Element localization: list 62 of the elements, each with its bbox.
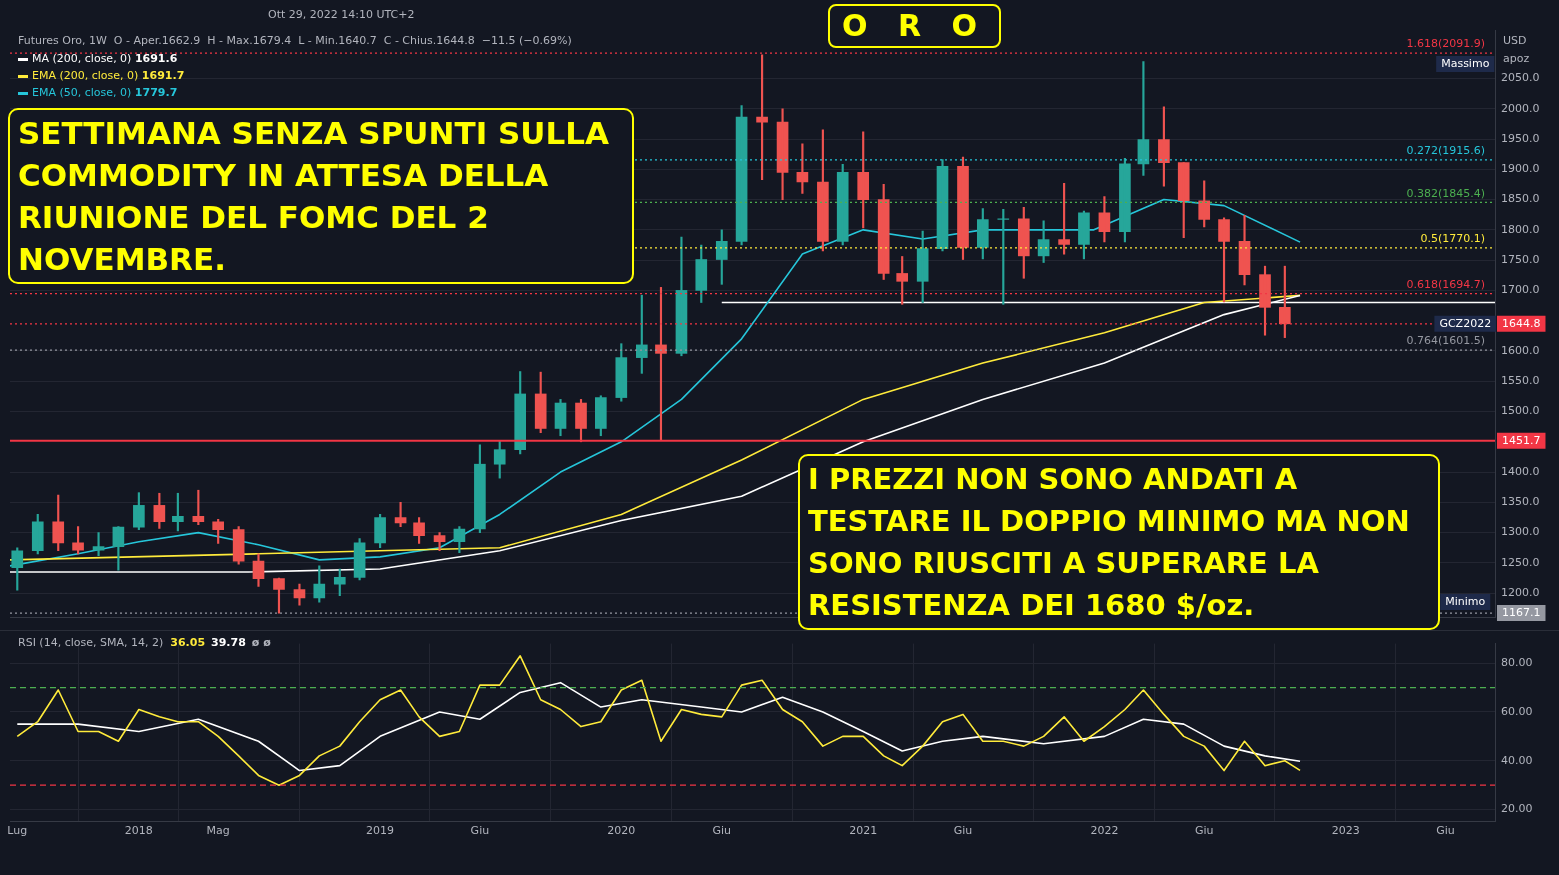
x-tick-label: 2020 xyxy=(607,824,636,838)
x-tick-label: 2019 xyxy=(366,824,395,838)
y-tick-label: 1550.0 xyxy=(1501,374,1540,388)
x-tick-label: Giu xyxy=(712,824,732,838)
candlestick xyxy=(1058,182,1070,255)
legend-label: MA (200, close, 0) 1691.6 xyxy=(32,52,178,65)
y-tick-label: 2000.0 xyxy=(1501,101,1540,115)
candlestick xyxy=(212,518,225,544)
text: apoz xyxy=(1503,52,1530,65)
chart-title: O R O xyxy=(828,4,1001,48)
annotation: I PREZZI NON SONO ANDATI A TESTARE IL DOPPIO MINIMO MA NON SONO RIUSCITI A SUPERARE LA RESISTENZA DEI 1680 $/oz. xyxy=(798,454,1440,630)
annotation: ø ø xyxy=(251,636,271,649)
annotation: Massimo xyxy=(1441,56,1490,70)
text: Ott 29, 2022 14:10 UTC+2 xyxy=(268,8,415,21)
ref-line-label: 1644.8 xyxy=(1502,316,1541,330)
candlestick xyxy=(896,256,909,305)
x-tick-label: Lug xyxy=(7,824,28,838)
annotation: Minimo xyxy=(1445,594,1486,608)
x-tick-label: Giu xyxy=(1194,824,1214,838)
x-tick-label: 2018 xyxy=(124,824,153,838)
ref-line-label: 0.618(1694.7) xyxy=(1406,277,1485,291)
x-tick-label: Giu xyxy=(953,824,973,838)
ref-line-label: 0.5(1770.1) xyxy=(1420,232,1485,246)
x-tick-label: 2021 xyxy=(849,824,878,838)
x-tick-label: Giu xyxy=(470,824,490,838)
chart-title: RSI (14, close, SMA, 14, 2) xyxy=(18,636,164,649)
ref-line-label: 1451.7 xyxy=(1502,433,1541,447)
x-tick-label: Mag xyxy=(206,824,230,838)
y-tick-label: 1900.0 xyxy=(1501,162,1540,176)
y-tick-label: 20.00 xyxy=(1501,802,1533,816)
x-tick-label: 2023 xyxy=(1331,824,1360,838)
y-tick-label: 1400.0 xyxy=(1501,464,1540,478)
y-tick-label: 1950.0 xyxy=(1501,131,1540,145)
ref-line-label: 0.382(1845.4) xyxy=(1406,186,1485,200)
chart-subtitle: Futures Oro, 1W O - Aper.1662.9 H - Max.1679.4 L - Min.1640.7 C - Chius.1644.8 −11.5 (−0.69%) xyxy=(18,34,572,47)
y-tick-label: 1750.0 xyxy=(1501,252,1540,266)
text: USD xyxy=(1503,34,1527,47)
y-tick-label: 1200.0 xyxy=(1501,586,1540,600)
y-tick-label: 80.00 xyxy=(1501,655,1533,669)
y-tick-label: 1350.0 xyxy=(1501,495,1540,509)
annotation: 36.05 xyxy=(170,636,206,649)
y-tick-label: 60.00 xyxy=(1501,704,1533,718)
ref-line-label: 1167.1 xyxy=(1502,605,1541,619)
ref-line-label: 0.272(1915.6) xyxy=(1406,144,1485,158)
ref-line-label: 1.618(2091.9) xyxy=(1406,37,1485,51)
y-tick-label: 1300.0 xyxy=(1501,525,1540,539)
y-tick-label: 1250.0 xyxy=(1501,555,1540,569)
y-tick-label: 1800.0 xyxy=(1501,222,1540,236)
ref-line-label: 0.764(1601.5) xyxy=(1406,334,1485,348)
y-tick-label: 1700.0 xyxy=(1501,283,1540,297)
annotation: 39.78 xyxy=(211,636,246,649)
annotation: GCZ2022 xyxy=(1439,316,1492,330)
x-tick-label: 2022 xyxy=(1090,824,1119,838)
annotation: SETTIMANA SENZA SPUNTI SULLA COMMODITY IN ATTESA DELLA RIUNIONE DEL FOMC DEL 2 NOVEMBRE. xyxy=(8,108,634,284)
x-tick-label: Giu xyxy=(1436,824,1455,838)
y-tick-label: 1600.0 xyxy=(1501,343,1540,357)
y-tick-label: 1850.0 xyxy=(1501,192,1540,206)
y-tick-label: 40.00 xyxy=(1501,753,1533,767)
legend-label: EMA (200, close, 0) 1691.7 xyxy=(32,69,185,82)
legend-label: EMA (50, close, 0) 1779.7 xyxy=(32,86,178,99)
y-tick-label: 1500.0 xyxy=(1501,404,1540,418)
y-tick-label: 2050.0 xyxy=(1501,71,1540,85)
